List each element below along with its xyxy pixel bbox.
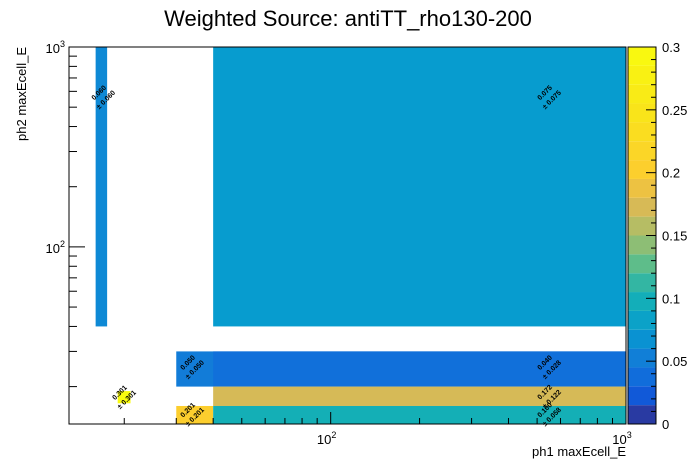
colorbar-segment [628,235,656,255]
colorbar: 0 0.05 0.1 0.15 0.2 0.25 0.3 [627,40,687,432]
colorbar-tick-label: 0.3 [662,40,680,55]
colorbar-tick-label: 0.1 [662,291,680,306]
colorbar-segment [628,329,656,349]
colorbar-segment [628,386,656,406]
colorbar-segment [628,367,656,387]
colorbar-segment [628,178,656,198]
tick-label-base: 10 [46,241,60,256]
heatmap-cell [213,351,626,387]
heatmap-cell [213,405,626,424]
heatmap-cell [95,47,108,327]
colorbar-segment [628,84,656,104]
tick-label-exponent: 2 [60,239,65,249]
heatmap-cell [213,386,626,406]
colorbar-segment [628,254,656,274]
tick-label-base: 10 [317,432,331,447]
colorbar-segment [628,273,656,293]
heatmap-cell [176,405,214,424]
colorbar-tick-label: 0 [662,417,669,432]
y-tick-label: 102 [46,239,65,256]
x-tick-label: 103 [612,430,631,447]
tick-label-exponent: 3 [627,430,632,440]
colorbar-segment [628,197,656,217]
colorbar-segment [628,65,656,85]
cells-layer [95,47,627,424]
y-axis-title: ph2 maxEcell_E [14,47,29,141]
colorbar-segment [628,47,656,66]
colorbar-tick-label: 0.2 [662,166,680,181]
tick-label-base: 10 [612,432,626,447]
tick-label-exponent: 3 [60,39,65,49]
colorbar-tick-label: 0.15 [662,229,687,244]
colorbar-segment [628,348,656,368]
colorbar-segment [628,160,656,179]
colorbar-segment [628,216,656,236]
tick-label-exponent: 2 [331,430,336,440]
colorbar-segment [628,103,656,123]
colorbar-segment [628,405,656,424]
plot-frame [68,46,627,425]
x-tick-label: 102 [317,430,336,447]
colorbar-segment [628,310,656,330]
colorbar-tick-label: 0.25 [662,103,687,118]
colorbar-segment [628,122,656,142]
y-tick-label: 103 [46,39,65,56]
colorbar-segment [628,141,656,161]
colorbar-segment [628,292,656,311]
colorbar-tick-label: 0.05 [662,354,687,369]
heatmap-cell [213,47,626,327]
x-axis-title: ph1 maxEcell_E [532,444,626,459]
tick-label-base: 10 [46,41,60,56]
chart-title: Weighted Source: antiTT_rho130-200 [164,6,532,31]
heatmap-cell [117,391,131,404]
